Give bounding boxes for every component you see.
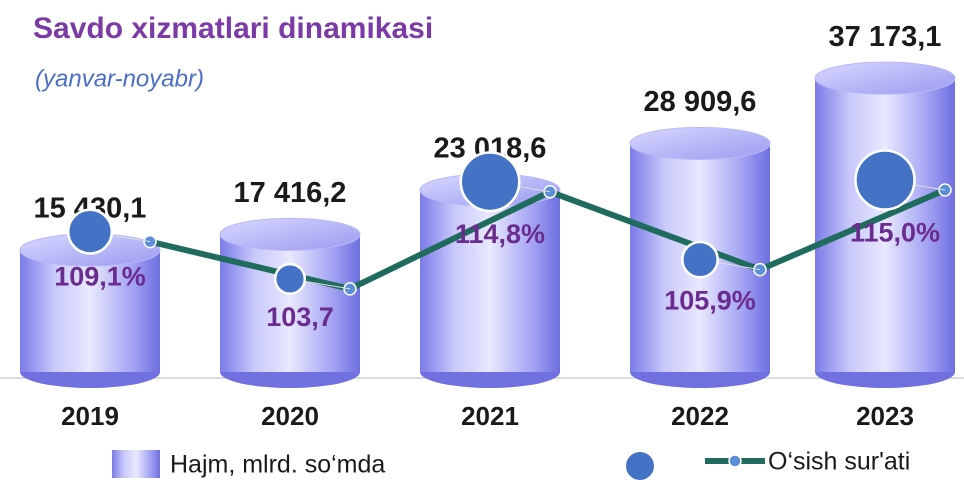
bar: [420, 190, 560, 372]
x-tick-label: 2023: [856, 401, 914, 431]
bubble: [459, 151, 521, 213]
chart-subtitle: (yanvar-noyabr): [35, 65, 204, 92]
x-tick-label: 2021: [461, 401, 519, 431]
chart-title: Savdo xizmatlari dinamikasi: [33, 12, 433, 45]
y2-tick-label: 115: [22, 185, 35, 194]
growth-label: 109,1%: [54, 262, 146, 292]
growth-label: 115,0%: [850, 218, 940, 248]
legend-swatch: [112, 450, 160, 478]
bar-top: [814, 61, 956, 95]
x-tick-label: 2022: [671, 401, 729, 431]
x-tick-label: 2020: [261, 401, 319, 431]
growth-label: 103,7: [266, 302, 334, 332]
value-label: 37 173,1: [829, 21, 942, 53]
legend-label: Hajm, mlrd. so‘mda: [170, 451, 385, 479]
legend-bubble: [624, 450, 656, 482]
value-label: 28 909,6: [644, 86, 757, 118]
bubble: [681, 240, 719, 279]
x-tick-label: 2019: [61, 401, 119, 431]
bar: [815, 78, 955, 373]
bar: [20, 250, 160, 372]
bar-top: [219, 217, 361, 251]
growth-label: 114,8%: [455, 219, 545, 249]
legend-label: O‘sish sur'ati: [768, 448, 910, 476]
y2-tick-label: 110: [22, 229, 35, 238]
bubble: [854, 149, 916, 211]
bubble: [66, 208, 114, 255]
value-label: 17 416,2: [234, 177, 347, 209]
bar: [220, 234, 360, 372]
legend-dot: [728, 454, 742, 468]
growth-label: 105,9%: [664, 285, 756, 315]
bubble: [273, 262, 307, 295]
bar-top: [629, 126, 771, 160]
